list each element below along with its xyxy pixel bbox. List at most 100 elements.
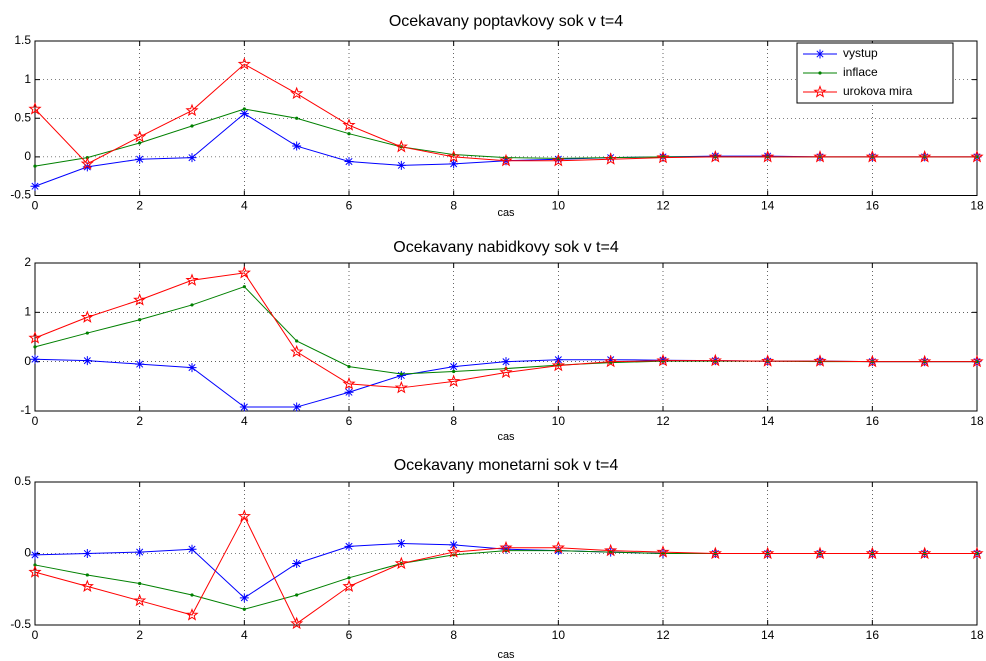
data-point <box>394 380 408 394</box>
data-point <box>394 139 408 153</box>
data-point <box>452 369 456 374</box>
data-point <box>33 563 37 567</box>
x-tick-label: 10 <box>552 199 566 213</box>
data-point <box>656 150 670 164</box>
data-point <box>813 149 827 163</box>
data-point <box>190 593 194 597</box>
data-point <box>295 593 299 597</box>
data-point <box>80 579 94 593</box>
data-point <box>449 540 459 550</box>
y-tick-label: -0.5 <box>10 188 31 202</box>
data-point <box>133 293 147 306</box>
x-tick-label: 14 <box>761 628 775 642</box>
data-point <box>449 362 459 372</box>
data-point <box>85 573 89 577</box>
data-point <box>499 540 513 554</box>
data-point <box>347 132 351 136</box>
chart-title: Ocekavany monetarni sok v t=4 <box>394 457 619 474</box>
data-point <box>135 359 145 369</box>
data-point <box>396 160 406 170</box>
data-point <box>292 402 302 412</box>
x-tick-label: 18 <box>970 414 984 428</box>
data-point <box>656 353 670 367</box>
data-point <box>187 153 197 163</box>
x-tick-label: 6 <box>346 628 353 642</box>
data-point <box>918 354 932 368</box>
plot-frame <box>34 262 978 412</box>
x-tick-label: 2 <box>136 199 143 213</box>
data-point <box>865 149 879 163</box>
legend-marker <box>818 71 822 75</box>
plot-frame <box>34 40 978 196</box>
data-point <box>551 358 565 372</box>
data-point <box>918 546 932 560</box>
x-tick-label: 2 <box>136 628 143 642</box>
x-tick-label: 16 <box>866 414 880 428</box>
data-point <box>761 354 775 367</box>
x-tick-label: 16 <box>866 199 880 213</box>
data-point <box>237 509 251 522</box>
data-point <box>292 559 302 569</box>
data-point <box>708 353 722 367</box>
data-point <box>551 153 565 167</box>
data-point <box>33 345 37 349</box>
data-point <box>28 565 42 578</box>
x-tick-label: 12 <box>656 628 670 642</box>
data-point <box>239 593 249 603</box>
data-point <box>344 541 354 551</box>
data-point <box>761 149 775 163</box>
data-point <box>80 310 94 323</box>
data-point <box>138 318 142 322</box>
y-tick-label: 2 <box>24 255 31 269</box>
data-point <box>82 356 92 366</box>
chart-title: Ocekavany poptavkovy sok v t=4 <box>389 13 623 30</box>
data-point <box>138 141 142 145</box>
data-point <box>85 331 89 335</box>
data-point <box>82 162 92 172</box>
data-point <box>394 556 408 570</box>
data-point <box>190 124 194 128</box>
x-tick-label: 0 <box>32 628 39 642</box>
data-point <box>708 149 722 163</box>
data-point <box>499 153 513 167</box>
data-point <box>28 331 42 344</box>
x-tick-label: 18 <box>970 628 984 642</box>
x-tick-label: 0 <box>32 414 39 428</box>
data-point <box>138 581 142 586</box>
data-point <box>28 102 42 115</box>
data-point <box>242 607 246 611</box>
series-line <box>34 272 977 389</box>
legend-symbol <box>813 85 827 98</box>
x-tick-label: 14 <box>761 199 775 213</box>
data-point <box>656 545 670 558</box>
y-tick-label: 1 <box>24 72 31 86</box>
data-point <box>501 357 511 367</box>
data-point <box>290 344 304 358</box>
data-point <box>242 107 246 111</box>
x-tick-label: 10 <box>552 414 566 428</box>
y-tick-label: 0 <box>24 149 31 163</box>
x-tick-label: 6 <box>346 414 353 428</box>
data-point <box>342 376 356 390</box>
data-point <box>185 608 199 621</box>
data-point <box>239 402 249 412</box>
data-point <box>396 538 406 548</box>
x-tick-label: 0 <box>32 199 39 213</box>
data-point <box>30 181 40 191</box>
x-tick-label: 10 <box>552 628 566 642</box>
data-point <box>447 374 461 388</box>
data-point <box>499 365 513 379</box>
data-point <box>347 576 351 580</box>
y-tick-label: -1 <box>20 403 31 417</box>
data-point <box>135 547 145 557</box>
data-point <box>708 546 722 560</box>
y-tick-label: 1 <box>24 305 31 319</box>
data-point <box>449 159 459 169</box>
legend-label: urokova mira <box>843 84 913 98</box>
x-tick-label: 18 <box>970 199 984 213</box>
data-point <box>604 354 618 368</box>
data-point <box>33 164 37 168</box>
data-point <box>133 129 147 143</box>
data-point <box>133 593 147 607</box>
